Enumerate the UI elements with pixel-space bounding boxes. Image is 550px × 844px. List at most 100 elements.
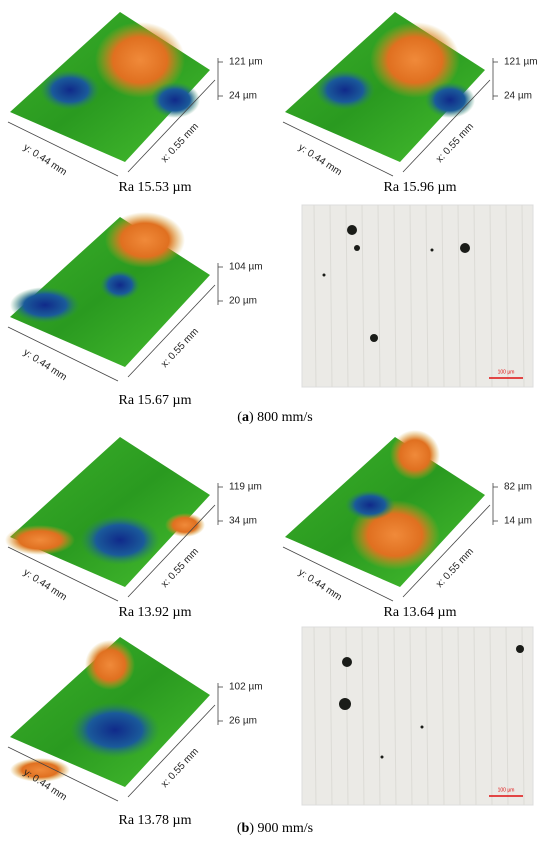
z-min-label: 24 µm [504,91,532,102]
group-label-part: a [242,410,249,425]
pore [380,755,384,759]
y-axis-line [7,746,119,802]
surface-panel: 121 µm 24 µm y: 0.44 mm x: 0.55 mm Ra 15.53 … [7,12,263,195]
polish-streak [457,626,461,806]
caption: Ra 13.64 µm [383,605,456,620]
y-axis-line [282,546,394,602]
caption: Ra 15.96 µm [383,180,456,195]
caption: Ra 13.78 µm [118,813,191,828]
x-axis-label: x: 0.55 mm [159,746,201,790]
polish-streak [441,204,445,388]
z-max-label: 82 µm [504,482,532,493]
x-axis-label: x: 0.55 mm [159,326,201,370]
micrograph: 100 µm [301,626,534,806]
x-axis-label: x: 0.55 mm [434,546,476,590]
polish-streak [409,626,413,806]
y-axis-line [7,546,119,602]
polish-streak [473,204,477,388]
polish-streak [457,204,461,388]
scale-bar-label: 100 µm [498,787,515,793]
caption: Ra 15.53 µm [118,180,191,195]
pore [347,225,357,235]
orange-region [10,758,70,782]
x-axis-label: x: 0.55 mm [434,121,476,165]
orange-region [85,640,135,690]
pore [322,273,326,277]
z-max-label: 121 µm [504,57,538,68]
orange-region [165,513,205,537]
z-max-label: 102 µm [229,682,263,693]
y-axis-line [7,326,119,382]
z-max-label: 121 µm [229,57,263,68]
polish-streak [313,626,317,806]
z-min-label: 34 µm [229,516,257,527]
micrograph-image [301,626,534,806]
polish-streak [361,204,365,388]
pore [420,725,424,729]
group-label-part: b [242,821,250,836]
orange-region [105,212,185,268]
blue-region [70,702,160,758]
x-axis-line [127,79,216,173]
polish-streak [409,204,413,388]
group-label: (b) 900 mm/s [237,821,313,836]
polish-streak [377,204,381,388]
z-max-label: 104 µm [229,262,263,273]
x-axis-line [127,284,216,378]
pore [354,245,360,251]
polish-streak [329,204,333,388]
blue-region [315,70,375,110]
group-label-part: ( [237,821,242,836]
polish-streak [393,626,397,806]
y-axis-label: y: 0.44 mm [296,567,343,603]
x-axis-line [127,504,216,598]
pore [339,698,351,710]
polish-streak [473,626,477,806]
group-label-part: ) 800 mm/s [249,410,313,425]
pore [516,645,524,653]
polish-streak [313,204,317,388]
y-axis-label: y: 0.44 mm [21,567,68,603]
scale-bar-label: 100 µm [498,369,515,375]
blue-region [345,490,395,520]
polish-streak [521,626,525,806]
polish-streak [521,204,525,388]
group-label-part: ) 900 mm/s [249,821,313,836]
micrograph-image [301,204,534,388]
polish-streak [345,204,349,388]
x-axis-line [127,704,216,798]
surface-panel: 104 µm 20 µm y: 0.44 mm x: 0.55 mm Ra 15.67 … [7,212,263,408]
micrograph: 100 µm [301,204,534,388]
orange-region [5,525,75,555]
polish-streak [505,204,509,388]
group-label: (a) 800 mm/s [237,410,312,425]
polish-streak [489,204,493,388]
z-max-label: 119 µm [229,482,262,493]
blue-region [100,270,140,300]
blue-region [425,82,475,118]
blue-region [10,287,80,323]
blue-region [150,82,200,118]
x-axis-line [402,504,491,598]
pore [430,248,434,252]
polish-streak [345,626,349,806]
polish-streak [329,626,333,806]
y-axis-label: y: 0.44 mm [21,347,68,383]
polish-streak [361,626,365,806]
z-min-label: 26 µm [229,716,257,727]
orange-region [370,22,460,98]
y-axis-line [7,121,119,177]
caption: Ra 15.67 µm [118,393,191,408]
x-axis-label: x: 0.55 mm [159,546,201,590]
polish-streak [393,204,397,388]
z-min-label: 14 µm [504,516,532,527]
pore [370,334,378,342]
polish-streak [425,626,429,806]
polish-streak [377,626,381,806]
y-axis-label: y: 0.44 mm [21,142,68,178]
polish-streak [489,626,493,806]
polish-streak [505,626,509,806]
y-axis-label: y: 0.44 mm [296,142,343,178]
